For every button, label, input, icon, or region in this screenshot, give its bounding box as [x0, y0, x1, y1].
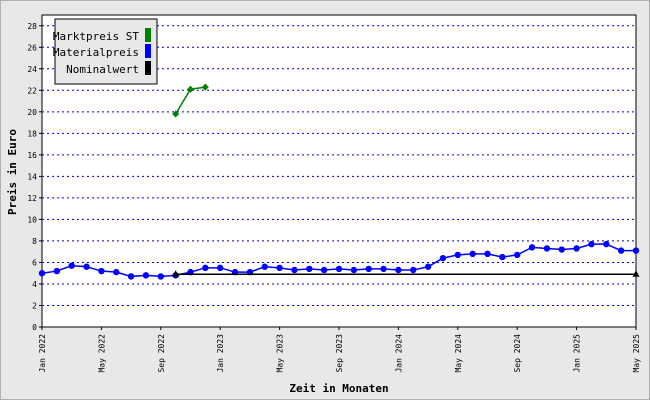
- data-point-materialpreis: [410, 266, 417, 274]
- y-tick-label: 0: [32, 323, 37, 332]
- y-axis-title: Preis in Euro: [6, 129, 19, 215]
- legend-label-materialpreis: Materialpreis: [53, 46, 139, 59]
- x-tick-label: May 2024: [454, 334, 463, 373]
- data-point-materialpreis: [558, 246, 565, 253]
- data-point-materialpreis: [484, 250, 491, 258]
- x-axis: Jan 2022 May 2022 Sep 2022 Jan 2023 May 2023…: [38, 327, 641, 373]
- x-tick-label: May 2023: [276, 334, 285, 373]
- y-tick-label: 10: [27, 215, 37, 224]
- x-axis-title: Zeit in Monaten: [289, 382, 388, 395]
- data-point-materialpreis: [632, 247, 640, 254]
- y-tick-label: 4: [32, 280, 37, 289]
- data-point-materialpreis: [98, 267, 105, 275]
- x-tick-label: Sep 2024: [513, 334, 522, 373]
- data-point-materialpreis: [202, 264, 209, 272]
- y-tick-label: 24: [27, 65, 37, 74]
- series-nominalwert: [172, 270, 640, 277]
- legend-swatch-materialpreis: [145, 44, 151, 58]
- y-tick-label: 16: [27, 151, 37, 160]
- y-tick-label: 14: [27, 172, 37, 181]
- data-point-materialpreis: [83, 263, 90, 270]
- grid-lines: [42, 25, 636, 306]
- data-point-materialpreis: [142, 272, 150, 279]
- data-point-marktpreis-st: [201, 83, 209, 91]
- x-tick-label: Sep 2022: [157, 334, 166, 373]
- y-tick-label: 12: [27, 194, 37, 203]
- y-tick-label: 6: [32, 258, 37, 267]
- y-tick-label: 28: [27, 22, 37, 31]
- data-point-materialpreis: [217, 264, 224, 272]
- data-point-materialpreis: [68, 262, 75, 269]
- series-layer: [38, 83, 640, 280]
- data-point-materialpreis: [603, 240, 610, 248]
- data-point-materialpreis: [617, 247, 625, 254]
- data-point-materialpreis: [543, 245, 551, 252]
- data-point-materialpreis: [113, 268, 120, 276]
- y-tick-label: 22: [27, 86, 37, 95]
- series-materialpreis: [38, 240, 640, 280]
- y-tick-label: 26: [27, 43, 37, 52]
- data-point-materialpreis: [350, 266, 358, 274]
- data-point-materialpreis: [439, 254, 447, 262]
- data-point-materialpreis: [380, 265, 387, 273]
- data-point-materialpreis: [365, 265, 372, 273]
- data-point-materialpreis: [291, 266, 298, 274]
- data-point-nominalwert: [172, 270, 180, 277]
- data-point-materialpreis: [499, 253, 506, 261]
- x-tick-label: May 2022: [97, 334, 106, 373]
- data-point-materialpreis: [588, 240, 595, 248]
- x-tick-label: Jan 2023: [216, 334, 225, 373]
- legend-label-nominalwert: Nominalwert: [66, 63, 139, 76]
- legend-box: [54, 18, 158, 85]
- data-point-materialpreis: [335, 265, 343, 273]
- data-point-materialpreis: [528, 244, 536, 251]
- y-tick-label: 8: [32, 237, 37, 246]
- data-point-materialpreis: [424, 263, 432, 270]
- data-point-materialpreis: [38, 270, 46, 277]
- series-marktpreis-st: [172, 83, 209, 118]
- data-point-materialpreis: [127, 273, 135, 280]
- data-point-marktpreis-st: [187, 85, 194, 93]
- data-point-materialpreis: [454, 251, 461, 259]
- data-point-marktpreis-st: [172, 110, 180, 118]
- y-tick-label: 18: [27, 129, 37, 138]
- legend-swatch-marktpreis: [145, 28, 151, 42]
- data-point-materialpreis: [306, 265, 313, 273]
- data-point-nominalwert: [632, 270, 640, 277]
- legend-label-marktpreis: Marktpreis ST: [53, 30, 139, 43]
- data-point-materialpreis: [514, 251, 521, 259]
- data-point-materialpreis: [395, 266, 402, 274]
- x-tick-label: Jan 2024: [394, 334, 403, 373]
- data-point-materialpreis: [320, 266, 328, 274]
- x-tick-label: Jan 2022: [38, 334, 47, 373]
- x-tick-label: Sep 2023: [335, 334, 344, 373]
- data-point-materialpreis: [469, 250, 476, 258]
- legend-swatch-nominalwert: [145, 61, 151, 75]
- y-tick-label: 2: [32, 301, 37, 310]
- x-tick-label: Jan 2025: [573, 334, 582, 373]
- legend: Marktpreis ST Materialpreis Nominalwert: [53, 18, 158, 85]
- y-tick-label: 20: [27, 108, 37, 117]
- data-point-materialpreis: [53, 267, 61, 275]
- data-point-materialpreis: [157, 273, 164, 280]
- data-point-materialpreis: [573, 245, 580, 252]
- x-tick-label: May 2025: [632, 334, 641, 373]
- data-point-materialpreis: [276, 264, 283, 272]
- data-point-materialpreis: [261, 263, 268, 270]
